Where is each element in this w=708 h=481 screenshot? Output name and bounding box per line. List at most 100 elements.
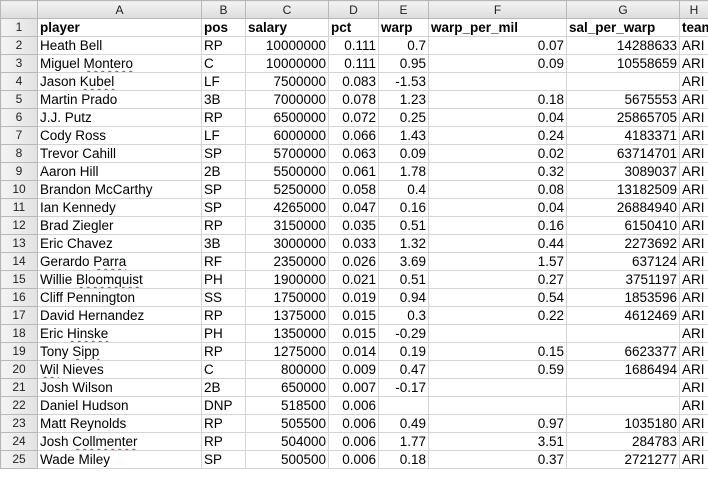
row-number[interactable]: 24 [0, 432, 38, 451]
cell[interactable]: 1.57 [428, 252, 567, 271]
cell[interactable]: J.J. Putz [37, 108, 202, 127]
cell[interactable] [428, 378, 567, 397]
cell[interactable]: Josh Wilson [37, 378, 202, 397]
cell[interactable]: ARI [679, 162, 708, 181]
cell[interactable]: 1035180 [566, 414, 680, 433]
cell[interactable]: 0.111 [328, 36, 379, 55]
cell[interactable]: 1.32 [378, 234, 429, 253]
cell[interactable]: ARI [679, 360, 708, 379]
cell[interactable]: 0.24 [428, 126, 567, 145]
cell[interactable]: salary [245, 18, 329, 37]
row-number[interactable]: 20 [0, 360, 38, 379]
cell[interactable]: 0.18 [428, 90, 567, 109]
cell[interactable]: RP [201, 432, 246, 451]
cell[interactable]: 2273692 [566, 234, 680, 253]
cell[interactable]: 1686494 [566, 360, 680, 379]
cell[interactable]: 4612469 [566, 306, 680, 325]
cell[interactable]: ARI [679, 342, 708, 361]
cell[interactable]: -1.53 [378, 72, 429, 91]
cell[interactable]: Eric Hinske [37, 324, 202, 343]
cell[interactable]: ARI [679, 288, 708, 307]
cell[interactable]: SS [201, 288, 246, 307]
cell[interactable]: 0.51 [378, 270, 429, 289]
cell[interactable]: 0.47 [378, 360, 429, 379]
cell[interactable]: ARI [679, 198, 708, 217]
cell[interactable]: 0.18 [378, 450, 429, 469]
cell[interactable]: Wil Nieves [37, 360, 202, 379]
cell[interactable] [566, 324, 680, 343]
row-number[interactable]: 16 [0, 288, 38, 307]
cell[interactable]: 0.25 [378, 108, 429, 127]
cell[interactable]: 1900000 [245, 270, 329, 289]
cell[interactable]: Willie Bloomquist [37, 270, 202, 289]
cell[interactable]: 3B [201, 234, 246, 253]
cell[interactable]: 0.009 [328, 360, 379, 379]
cell[interactable] [566, 396, 680, 415]
cell[interactable]: 0.16 [378, 198, 429, 217]
cell[interactable]: 4183371 [566, 126, 680, 145]
cell[interactable]: ARI [679, 90, 708, 109]
row-number[interactable]: 23 [0, 414, 38, 433]
cell[interactable]: 0.015 [328, 324, 379, 343]
cell[interactable]: 3089037 [566, 162, 680, 181]
row-number[interactable]: 8 [0, 144, 38, 163]
cell[interactable]: 0.15 [428, 342, 567, 361]
cell[interactable]: 0.51 [378, 216, 429, 235]
cell[interactable]: Aaron Hill [37, 162, 202, 181]
cell[interactable]: Eric Chavez [37, 234, 202, 253]
cell[interactable]: 2721277 [566, 450, 680, 469]
cell[interactable]: 0.021 [328, 270, 379, 289]
cell[interactable]: C [201, 360, 246, 379]
cell[interactable]: warp_per_mil [428, 18, 567, 37]
cell[interactable]: SP [201, 450, 246, 469]
cell[interactable]: 6623377 [566, 342, 680, 361]
cell[interactable]: 6000000 [245, 126, 329, 145]
cell[interactable]: 1853596 [566, 288, 680, 307]
cell[interactable]: pos [201, 18, 246, 37]
cell[interactable]: 0.026 [328, 252, 379, 271]
cell[interactable]: Martin Prado [37, 90, 202, 109]
cell[interactable]: 2B [201, 378, 246, 397]
cell[interactable]: LF [201, 126, 246, 145]
cell[interactable]: 0.27 [428, 270, 567, 289]
cell[interactable]: 0.111 [328, 54, 379, 73]
cell[interactable]: 0.19 [378, 342, 429, 361]
cell[interactable] [428, 324, 567, 343]
row-number[interactable]: 13 [0, 234, 38, 253]
cell[interactable]: 0.08 [428, 180, 567, 199]
cell[interactable]: 505500 [245, 414, 329, 433]
cell[interactable]: Matt Reynolds [37, 414, 202, 433]
cell[interactable]: 800000 [245, 360, 329, 379]
cell[interactable]: 1750000 [245, 288, 329, 307]
cell[interactable]: 10000000 [245, 36, 329, 55]
cell[interactable]: 1.23 [378, 90, 429, 109]
cell[interactable]: 1.43 [378, 126, 429, 145]
cell[interactable]: ARI [679, 414, 708, 433]
cell[interactable] [428, 72, 567, 91]
row-number[interactable]: 7 [0, 126, 38, 145]
cell[interactable]: 10558659 [566, 54, 680, 73]
cell[interactable]: RP [201, 306, 246, 325]
cell[interactable]: 0.007 [328, 378, 379, 397]
select-all-corner[interactable] [0, 0, 38, 19]
cell[interactable]: Brandon McCarthy [37, 180, 202, 199]
row-number[interactable]: 5 [0, 90, 38, 109]
cell[interactable]: 0.7 [378, 36, 429, 55]
cell[interactable]: 26884940 [566, 198, 680, 217]
cell[interactable]: 3000000 [245, 234, 329, 253]
row-number[interactable]: 18 [0, 324, 38, 343]
row-number[interactable]: 21 [0, 378, 38, 397]
cell[interactable]: 0.59 [428, 360, 567, 379]
cell[interactable]: 0.006 [328, 396, 379, 415]
cell[interactable]: -0.17 [378, 378, 429, 397]
row-number[interactable]: 2 [0, 36, 38, 55]
cell[interactable]: -0.29 [378, 324, 429, 343]
cell[interactable]: 0.22 [428, 306, 567, 325]
cell[interactable]: 1.78 [378, 162, 429, 181]
cell[interactable]: 25865705 [566, 108, 680, 127]
cell[interactable]: ARI [679, 54, 708, 73]
row-number[interactable]: 9 [0, 162, 38, 181]
cell[interactable]: LF [201, 72, 246, 91]
cell[interactable]: Daniel Hudson [37, 396, 202, 415]
cell[interactable]: 0.54 [428, 288, 567, 307]
